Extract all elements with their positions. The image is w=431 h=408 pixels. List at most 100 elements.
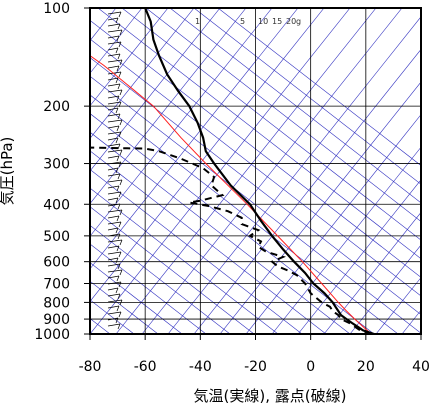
wind-barb [107,275,120,279]
wind-barb [118,131,122,138]
mixing-ratio-label: 15 [272,17,282,26]
isotherm-line [90,8,299,270]
wind-barb [107,179,123,183]
wind-barb [107,317,119,321]
wind-barb [115,287,119,294]
isotherm-line [323,211,421,334]
y-tick-label: 400 [43,197,70,213]
tick-marks [84,7,422,340]
adiabat-line [217,8,421,166]
x-tick-labels: -80 -60 -40 -20 0 20 40 [79,359,430,375]
wind-barb [107,227,119,231]
isotherm-line [219,81,421,334]
adiabat-line [90,75,421,334]
isotherm-line [90,8,273,237]
wind-barb [118,71,122,78]
isotherm-line [90,8,325,302]
x-axis-label: 気温(実線), 露点(破線) [194,387,347,405]
wind-barb [118,281,122,288]
wind-barb [107,233,121,237]
wind-barb [107,119,123,123]
wind-barb [118,11,122,18]
y-axis-label: 気圧(hPa) [0,137,16,206]
isotherm-line [90,8,221,172]
wind-barb [107,245,120,249]
adiabat-line [90,131,351,334]
wind-barb [107,155,120,159]
wind-barb [116,275,120,282]
isotherm-line [141,8,403,334]
wind-barb [116,65,120,72]
wind-barb [107,293,121,297]
wind-barb [107,149,123,153]
wind-barb [118,311,122,318]
wind-barb [107,269,123,273]
wind-barb [107,161,122,165]
wind-barb [117,83,121,90]
adiabat-line [90,57,421,315]
wind-barb [115,227,119,234]
x-tick-label: -20 [244,359,267,375]
wind-barb [116,155,120,162]
wind-barb [116,125,120,132]
adiabat-line [90,206,255,334]
wind-barb [107,215,120,219]
wind-barb [107,35,120,39]
wind-barb [107,173,121,177]
wind-barb [107,101,122,105]
wind-barb [107,185,120,189]
wind-barb [117,233,121,240]
wind-barb [117,113,121,120]
wind-barb [116,95,120,102]
wind-barb [107,323,121,327]
wind-barb [117,23,121,30]
x-tick-label: -40 [189,359,212,375]
y-tick-label: 700 [43,277,70,293]
x-tick-label: 20 [357,359,375,375]
isotherm-line [375,277,421,334]
wind-barb [116,185,120,192]
y-tick-label: 1000 [34,327,70,343]
adiabat-line [121,8,421,241]
wind-barb [107,251,122,255]
wind-barb [117,173,121,180]
wind-barb [115,257,119,264]
wind-barb [115,167,119,174]
wind-barb [119,209,123,216]
wind-barb [107,125,120,129]
wind-barb [107,203,121,207]
wind-barb [118,191,122,198]
y-tick-label: 600 [43,255,70,271]
wind-barb [107,59,123,63]
wind-barb [115,137,119,144]
isotherm-line [167,16,421,334]
x-tick-label: -80 [79,359,102,375]
wind-barb [119,29,123,36]
wind-barb [107,263,121,267]
mixing-ratio-label: 10 [258,17,268,26]
wind-barb [107,137,119,141]
wind-barb [119,179,123,186]
wind-barb [107,89,123,93]
wind-barb [119,59,123,66]
adiabat-line [90,187,279,334]
wind-barb [107,95,120,99]
y-tick-label: 900 [43,312,70,328]
y-tick-label: 200 [43,99,70,115]
mixing-ratio-labels: 1 5 10 15 20 g [195,17,301,26]
wind-barb [116,245,120,252]
y-tick-label: 300 [43,157,70,173]
wind-barb [115,317,119,324]
adiabat-line [90,38,421,297]
wind-barb [116,305,120,312]
wind-barb [115,17,119,24]
wind-barb [107,77,119,81]
adiabat-line [90,94,399,334]
isotherm-line [349,244,421,334]
adiabat-line [90,20,421,278]
wind-barb [117,263,121,270]
wind-barb [117,143,121,150]
wind-barb [107,197,119,201]
isotherm-line [245,114,421,334]
